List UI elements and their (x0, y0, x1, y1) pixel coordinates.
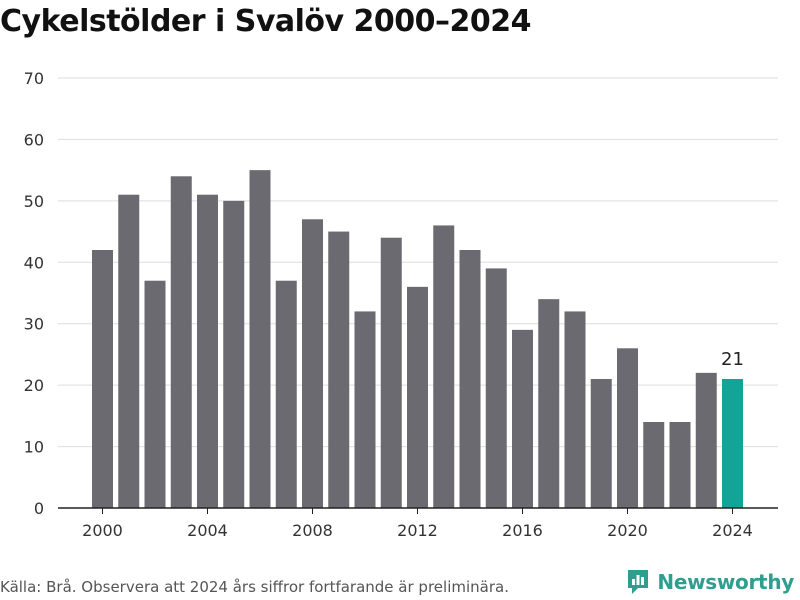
x-tick-label: 2004 (187, 521, 228, 540)
bar-2010 (354, 311, 376, 508)
data-label-2024: 21 (721, 349, 744, 370)
bar-2012 (407, 286, 428, 508)
bar-2020 (617, 348, 638, 508)
y-tick-label: 40 (24, 253, 44, 272)
y-tick-label: 30 (24, 315, 44, 334)
brand-name: Newsworthy (657, 570, 794, 594)
bar-2001 (118, 194, 140, 508)
bar-2022 (669, 422, 691, 508)
y-tick-label: 20 (24, 376, 44, 395)
newsworthy-logo-icon (628, 570, 649, 594)
x-tick-label: 2012 (397, 521, 438, 540)
bar-2021 (643, 422, 665, 508)
bar-2011 (380, 237, 402, 508)
bar-2004 (197, 194, 218, 508)
x-tick-label: 2024 (712, 521, 753, 540)
x-tick-label: 2000 (82, 521, 123, 540)
bar-2017 (538, 299, 560, 508)
bar-2014 (459, 250, 481, 508)
chart-title: Cykelstölder i Svalöv 2000–2024 (0, 4, 532, 39)
bar-2015 (485, 268, 507, 508)
x-axis-ticks: 2000 2004 2008 2012 2016 2020 2024 (82, 508, 753, 540)
bar-2008 (302, 219, 323, 509)
bar-2000 (92, 250, 113, 508)
bar-2018 (564, 311, 586, 508)
source-note: Källa: Brå. Observera att 2024 års siffr… (0, 578, 509, 596)
x-tick-label: 2008 (292, 521, 333, 540)
y-axis-ticks: 0 10 20 30 40 50 60 70 (24, 69, 44, 518)
y-tick-label: 0 (34, 499, 44, 518)
bar-2019 (590, 379, 612, 508)
bar-2024 (722, 379, 743, 508)
bar-2005 (223, 200, 245, 508)
bar-2006 (249, 170, 271, 508)
bar-2013 (433, 225, 455, 508)
y-tick-label: 50 (24, 192, 44, 211)
bar-2009 (328, 231, 350, 509)
x-tick-label: 2016 (502, 521, 543, 540)
bar-2003 (170, 176, 192, 509)
bar-2002 (144, 280, 166, 508)
data-labels: 21 (721, 349, 744, 370)
x-tick-label: 2020 (607, 521, 648, 540)
y-tick-label: 70 (24, 69, 44, 88)
bar-2007 (275, 280, 297, 508)
bar-2023 (695, 372, 717, 508)
y-tick-label: 60 (24, 130, 44, 149)
bars (92, 170, 743, 509)
bar-2016 (512, 329, 533, 508)
y-tick-label: 10 (24, 438, 44, 457)
brand: Newsworthy (626, 568, 794, 596)
